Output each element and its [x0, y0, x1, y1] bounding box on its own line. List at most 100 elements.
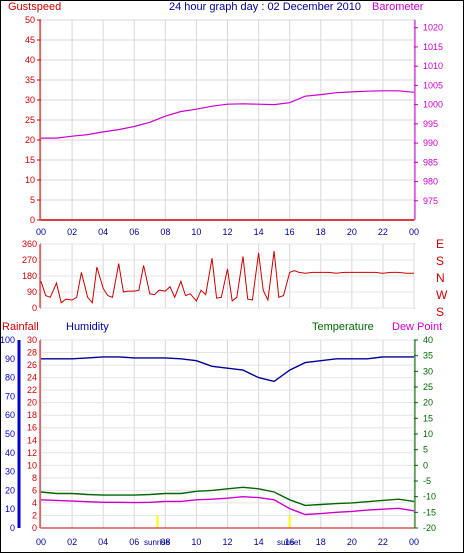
humidity-tick-label: 0	[32, 523, 37, 533]
top-x-tick-label: 02	[67, 227, 77, 237]
top-x-tick-label: 14	[254, 227, 264, 237]
baro-tick-label: 980	[423, 177, 438, 187]
dewpoint-label: Dew Point	[392, 321, 442, 333]
top-x-tick-label: 20	[347, 227, 357, 237]
temp-tick-label: -10	[423, 492, 436, 502]
humidity-tick-label: 10	[27, 460, 37, 470]
top-x-tick-label: 06	[129, 227, 139, 237]
baro-tick-label: 995	[423, 119, 438, 129]
rainfall-tick-label: 100	[0, 335, 15, 345]
baro-tick-label: 1010	[423, 61, 443, 71]
rainfall-label: Rainfall	[2, 321, 39, 333]
gust-tick-label: 20	[25, 135, 35, 145]
bottom-x-tick-label: 22	[378, 537, 388, 547]
bottom-x-tick-label: 06	[129, 537, 139, 547]
baro-tick-label: 990	[423, 138, 438, 148]
dir-tick-label: 0	[32, 303, 37, 313]
dir-label-5: S	[436, 305, 444, 319]
rainfall-tick-label: 40	[5, 448, 15, 458]
rainfall-tick-label: 0	[10, 523, 15, 533]
top-x-tick-label: 12	[222, 227, 232, 237]
gust-tick-label: 15	[25, 155, 35, 165]
baro-tick-label: 1000	[423, 100, 443, 110]
sunset-label: sunset	[277, 538, 301, 547]
temp-tick-label: -15	[423, 507, 436, 517]
gust-tick-label: 5	[30, 195, 35, 205]
bottom-x-tick-label: 12	[222, 537, 232, 547]
top-x-tick-label: 08	[160, 227, 170, 237]
baro-tick-label: 1020	[423, 23, 443, 33]
top-x-tick-label: 16	[285, 227, 295, 237]
dir-tick-label: 270	[22, 255, 37, 265]
dir-label-4: W	[436, 288, 448, 302]
temp-tick-label: 10	[423, 429, 433, 439]
temperature-line	[40, 486, 415, 507]
humidity-tick-label: 22	[27, 385, 37, 395]
top-x-tick-label: 00	[36, 227, 46, 237]
temp-tick-label: -5	[423, 476, 431, 486]
humidity-tick-label: 30	[27, 335, 37, 345]
humidity-tick-label: 6	[32, 485, 37, 495]
baro-tick-label: 975	[423, 196, 438, 206]
baro-tick-label: 1015	[423, 42, 443, 52]
temp-tick-label: 30	[423, 366, 433, 376]
bottom-x-tick-label: 16	[285, 537, 295, 547]
temp-tick-label: 20	[423, 398, 433, 408]
gust-tick-label: 50	[25, 15, 35, 25]
dir-tick-label: 180	[22, 271, 37, 281]
temp-tick-label: -20	[423, 523, 436, 533]
temperature-label: Temperature	[312, 321, 374, 333]
humidity-tick-label: 28	[27, 348, 37, 358]
bottom-x-tick-label: 18	[316, 537, 326, 547]
temp-tick-label: 25	[423, 382, 433, 392]
gust-tick-label: 10	[25, 175, 35, 185]
rainfall-tick-label: 80	[5, 373, 15, 383]
humidity-tick-label: 16	[27, 423, 37, 433]
dir-tick-label: 90	[27, 287, 37, 297]
barometer-line	[41, 90, 415, 139]
rainfall-tick-label: 20	[5, 485, 15, 495]
sunrise-label: sunrise	[144, 538, 170, 547]
bottom-x-tick-label: 20	[347, 537, 357, 547]
temp-tick-label: 5	[423, 445, 428, 455]
bottom-x-tick-label: 04	[98, 537, 108, 547]
rainfall-tick-label: 60	[5, 410, 15, 420]
rainfall-tick-label: 10	[5, 504, 15, 514]
humidity-tick-label: 14	[27, 435, 37, 445]
top-x-tick-label: 04	[98, 227, 108, 237]
baro-tick-label: 1005	[423, 80, 443, 90]
bottom-x-tick-label: 08	[160, 537, 170, 547]
baro-tick-label: 985	[423, 157, 438, 167]
top-x-tick-label: 22	[378, 227, 388, 237]
rainfall-tick-label: 90	[5, 354, 15, 364]
humidity-tick-label: 4	[32, 498, 37, 508]
temp-tick-label: 0	[423, 460, 428, 470]
temp-tick-label: 35	[423, 351, 433, 361]
humidity-tick-label: 20	[27, 398, 37, 408]
humidity-tick-label: 2	[32, 510, 37, 520]
dewpoint-line	[40, 495, 415, 516]
gust-tick-label: 35	[25, 75, 35, 85]
gustspeed-header: Gustspeed	[8, 1, 61, 13]
dir-tick-label: 360	[22, 239, 37, 249]
humidity-tick-label: 12	[27, 448, 37, 458]
humidity-line	[41, 356, 414, 383]
dir-label-1: E	[436, 237, 444, 251]
dir-label-2: S	[436, 254, 444, 268]
top-x-tick-label: 10	[191, 227, 201, 237]
bottom-x-tick-label: 14	[254, 537, 264, 547]
wind-direction-line	[40, 251, 414, 304]
humidity-label: Humidity	[66, 321, 109, 333]
gust-tick-label: 45	[25, 35, 35, 45]
barometer-header: Barometer	[372, 1, 424, 13]
rainfall-tick-label: 50	[5, 429, 15, 439]
bottom-x-tick-label: 00	[36, 537, 46, 547]
humidity-tick-label: 8	[32, 473, 37, 483]
temp-tick-label: 15	[423, 413, 433, 423]
humidity-tick-label: 18	[27, 410, 37, 420]
dir-label-3: N	[436, 271, 445, 285]
humidity-tick-label: 24	[27, 373, 37, 383]
chart-title: 24 hour graph day : 02 December 2010	[169, 1, 361, 13]
